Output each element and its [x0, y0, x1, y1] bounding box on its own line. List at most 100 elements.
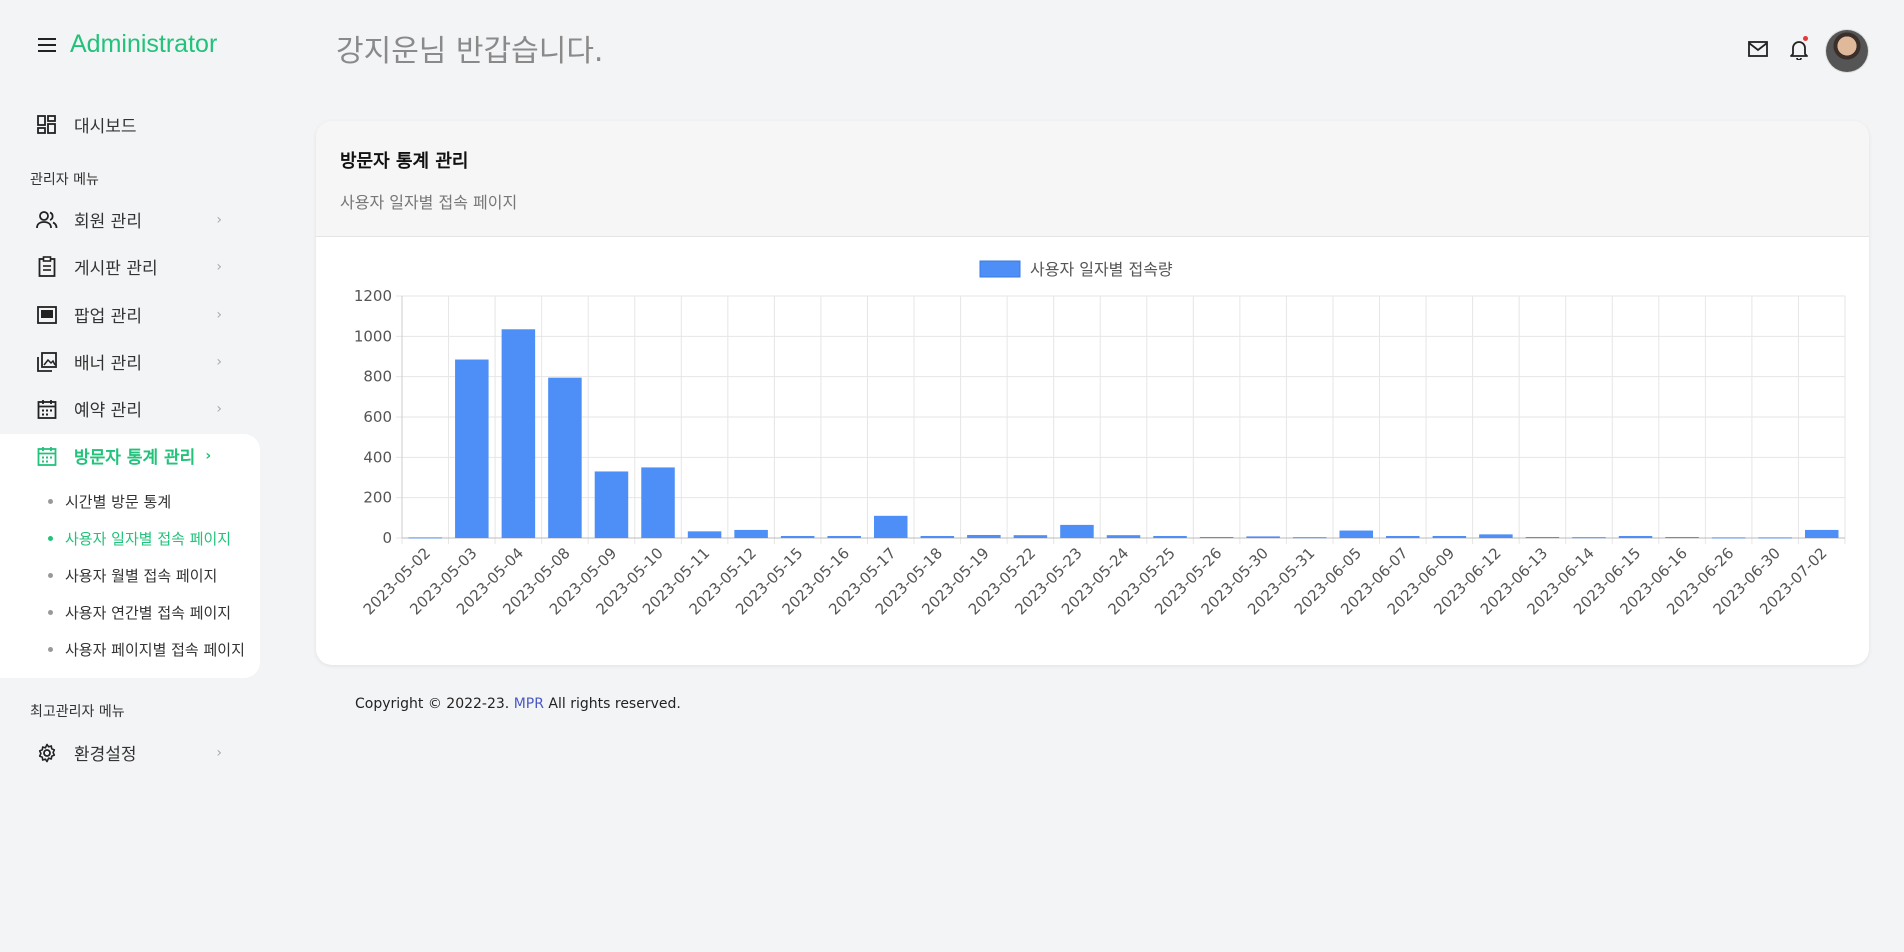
bar	[1386, 536, 1420, 538]
chevron-right-icon: ›	[205, 448, 211, 464]
mail-icon[interactable]	[1748, 41, 1768, 61]
chevron-right-icon: ›	[216, 307, 222, 323]
sidebar-item-reservation[interactable]: 예약 관리 ›	[36, 396, 222, 421]
bar	[827, 536, 861, 538]
sidebar-item-label: 환경설정	[74, 740, 137, 765]
bar	[1014, 535, 1048, 538]
bar	[641, 467, 675, 538]
y-tick-label: 200	[363, 489, 392, 507]
bar	[409, 537, 443, 538]
submenu-item-monthly[interactable]: 사용자 월별 접속 페이지	[48, 565, 217, 586]
active-menu-group: 방문자 통계 관리 › 시간별 방문 통계 사용자 일자별 접속 페이지 사용자…	[0, 434, 260, 678]
bar	[1339, 531, 1373, 538]
submenu-label: 사용자 일자별 접속 페이지	[65, 528, 231, 549]
bar	[548, 378, 582, 538]
bar	[595, 471, 629, 538]
legend-swatch	[980, 261, 1020, 277]
card-title: 방문자 통계 관리	[340, 147, 468, 173]
submenu-item-hourly[interactable]: 시간별 방문 통계	[48, 491, 171, 512]
top-bar-actions	[1726, 30, 1868, 72]
bullet-icon	[48, 536, 53, 541]
bullet-icon	[48, 573, 53, 578]
bar	[688, 531, 722, 538]
y-tick-label: 0	[382, 529, 392, 547]
bar	[1153, 536, 1187, 538]
bullet-icon	[48, 610, 53, 615]
y-tick-label: 800	[363, 368, 392, 386]
image-icon	[36, 351, 58, 373]
sidebar-item-board[interactable]: 게시판 관리 ›	[36, 254, 222, 279]
bar	[1665, 537, 1699, 538]
users-icon	[36, 209, 58, 231]
bar	[502, 329, 536, 538]
copyright-prefix: Copyright © 2022-23.	[355, 696, 509, 712]
copyright-suffix: All rights reserved.	[548, 696, 680, 712]
chevron-right-icon: ›	[216, 401, 222, 417]
hamburger-menu-icon[interactable]	[38, 38, 56, 52]
admin-menu-label: 관리자 메뉴	[30, 169, 99, 189]
bar	[455, 360, 489, 538]
sidebar-item-label: 방문자 통계 관리	[74, 443, 195, 468]
bullet-icon	[48, 647, 53, 652]
sidebar-item-banner[interactable]: 배너 관리 ›	[36, 349, 222, 374]
submenu-label: 시간별 방문 통계	[65, 491, 171, 512]
submenu-item-page[interactable]: 사용자 페이지별 접속 페이지	[48, 639, 245, 660]
bar	[1572, 537, 1606, 538]
submenu-item-yearly[interactable]: 사용자 연간별 접속 페이지	[48, 602, 231, 623]
bar	[781, 536, 815, 538]
bar	[1479, 534, 1513, 538]
copyright: Copyright © 2022-23. MPR All rights rese…	[355, 696, 681, 712]
sidebar-item-members[interactable]: 회원 관리 ›	[36, 207, 222, 232]
sidebar-item-label: 팝업 관리	[74, 302, 142, 327]
avatar[interactable]	[1826, 30, 1868, 72]
calendar-icon	[36, 445, 58, 467]
stats-card: 방문자 통계 관리 사용자 일자별 접속 페이지 0 200 400 600 800 10…	[316, 121, 1869, 665]
y-tick-label: 400	[363, 448, 392, 466]
bar	[1246, 536, 1280, 538]
submenu-label: 사용자 연간별 접속 페이지	[65, 602, 231, 623]
bar	[1758, 537, 1792, 538]
chevron-right-icon: ›	[216, 259, 222, 275]
bullet-icon	[48, 499, 53, 504]
submenu-item-daily[interactable]: 사용자 일자별 접속 페이지	[48, 528, 231, 549]
bar	[921, 536, 955, 538]
sidebar-item-label: 예약 관리	[74, 396, 142, 421]
gear-icon	[36, 742, 58, 764]
submenu-label: 사용자 월별 접속 페이지	[65, 565, 217, 586]
submenu-label: 사용자 페이지별 접속 페이지	[65, 639, 245, 660]
legend-label: 사용자 일자별 접속량	[1030, 260, 1173, 279]
bar	[1107, 535, 1141, 538]
calendar-icon	[36, 398, 58, 420]
sidebar-item-label: 회원 관리	[74, 207, 142, 232]
brand: Administrator	[38, 30, 217, 59]
bell-icon[interactable]	[1790, 38, 1808, 64]
bar	[1060, 525, 1094, 538]
bar	[874, 516, 908, 538]
sidebar-item-label: 대시보드	[74, 112, 137, 137]
sidebar-item-settings[interactable]: 환경설정 ›	[36, 740, 222, 765]
sidebar-item-dashboard[interactable]: 대시보드	[36, 112, 222, 137]
bar	[1200, 537, 1234, 538]
chevron-right-icon: ›	[216, 745, 222, 761]
card-header: 방문자 통계 관리 사용자 일자별 접속 페이지	[316, 121, 1869, 237]
sidebar-item-popup[interactable]: 팝업 관리 ›	[36, 302, 222, 327]
bar	[1526, 537, 1560, 538]
brand-link[interactable]: MPR	[514, 696, 544, 712]
brand-title: Administrator	[70, 30, 217, 59]
daily-visits-bar-chart: 0200400600800100012002023-05-022023-05-0…	[316, 236, 1869, 665]
chevron-right-icon: ›	[216, 354, 222, 370]
y-tick-label: 1000	[354, 327, 392, 345]
super-admin-menu-label: 최고관리자 메뉴	[30, 701, 125, 721]
bar	[1619, 536, 1653, 538]
card-subtitle: 사용자 일자별 접속 페이지	[340, 189, 517, 213]
bar	[734, 530, 768, 538]
sidebar-item-visitor-stats[interactable]: 방문자 통계 관리 ›	[36, 443, 222, 468]
bar	[1712, 537, 1746, 538]
clipboard-icon	[36, 256, 58, 278]
sidebar-item-label: 배너 관리	[74, 349, 142, 374]
sidebar: Administrator 대시보드 관리자 메뉴 회원 관리 › 게시판 관리…	[0, 0, 262, 952]
notification-badge	[1803, 36, 1808, 41]
popup-icon	[36, 304, 58, 326]
y-tick-label: 600	[363, 408, 392, 426]
y-tick-label: 1200	[354, 287, 392, 305]
